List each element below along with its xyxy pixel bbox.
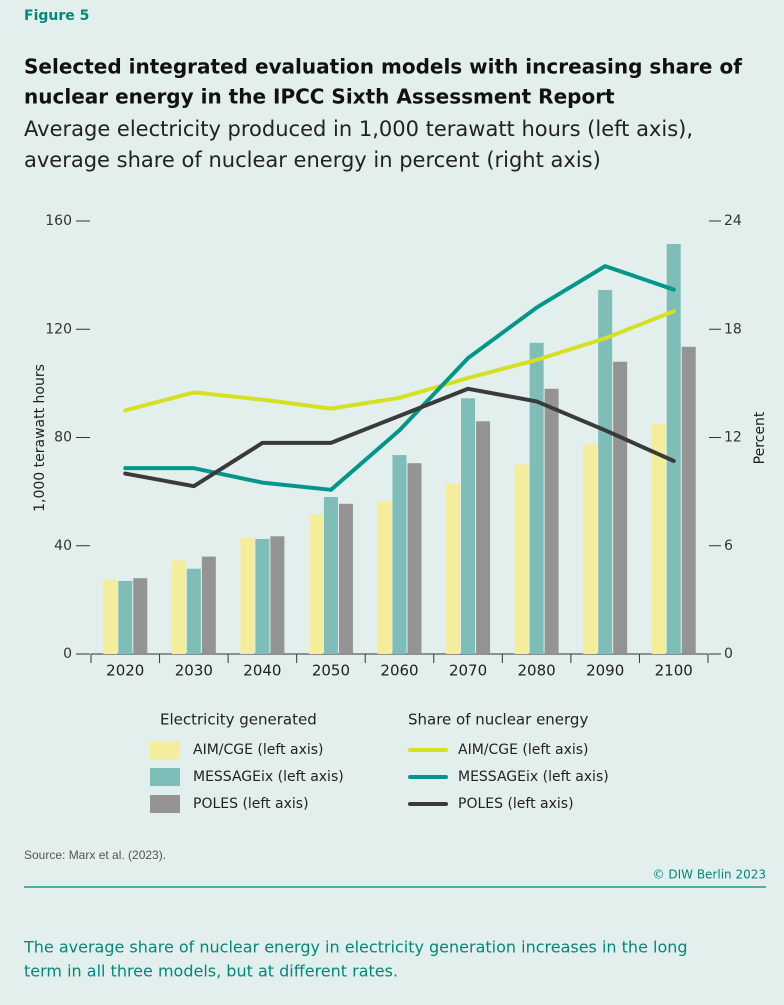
y2-axis-label: Percent	[752, 411, 768, 464]
y-tick-label: 40	[54, 538, 72, 554]
x-tick-label: 2100	[655, 662, 693, 680]
x-tick-label: 2060	[380, 662, 418, 680]
y-tick-label: 80	[54, 430, 72, 446]
bar	[666, 244, 681, 655]
source: Source: Marx et al. (2023).	[24, 848, 166, 862]
chart-subtitle: Average electricity produced in 1,000 te…	[24, 117, 693, 141]
bar	[598, 290, 613, 654]
legend-label: POLES (left axis)	[193, 796, 309, 812]
legend-heading: Share of nuclear energy	[408, 711, 588, 729]
x-tick-label: 2090	[586, 662, 624, 680]
legend-swatch	[150, 795, 180, 813]
bar	[118, 580, 133, 654]
figure-label: Figure 5	[24, 8, 89, 24]
bar	[613, 361, 628, 654]
bar	[514, 464, 529, 654]
x-tick-label: 2040	[243, 662, 281, 680]
bar	[544, 388, 559, 654]
footer-text: The average share of nuclear energy in e…	[23, 938, 688, 957]
x-tick-label: 2050	[312, 662, 350, 680]
legend-label: POLES (left axis)	[458, 796, 574, 812]
bar	[377, 501, 392, 654]
x-tick-label: 2030	[175, 662, 213, 680]
x-tick-label: 2070	[449, 662, 487, 680]
legend-label: MESSAGEix (left axis)	[193, 769, 344, 785]
y-axis-label: 1,000 terawatt hours	[32, 364, 48, 512]
y2-tick-label: 18	[724, 321, 742, 337]
y-tick-label: 160	[45, 213, 72, 229]
legend-label: MESSAGEix (left axis)	[458, 769, 609, 785]
bar	[103, 579, 118, 654]
bar	[461, 398, 476, 654]
bar	[186, 568, 201, 654]
footer-text: term in all three models, but at differe…	[24, 962, 398, 981]
legend-label: AIM/CGE (left axis)	[458, 742, 589, 758]
line	[123, 386, 676, 489]
chart-title: Selected integrated evaluation models wi…	[24, 55, 742, 79]
bar	[240, 537, 255, 654]
bar	[476, 421, 491, 654]
chart-subtitle: average share of nuclear energy in perce…	[24, 148, 601, 172]
legend-swatch	[150, 741, 180, 759]
copyright: © DIW Berlin 2023	[653, 868, 766, 882]
bar	[201, 556, 216, 654]
y2-tick-label: 12	[724, 430, 742, 446]
y2-tick-label: 6	[724, 538, 733, 554]
bar	[651, 423, 666, 654]
legend-swatch	[150, 768, 180, 786]
bar	[270, 536, 285, 654]
x-tick-label: 2020	[106, 662, 144, 680]
bar	[529, 342, 544, 654]
bar	[446, 483, 461, 654]
y2-tick-label: 0	[724, 646, 733, 662]
bar	[407, 463, 422, 654]
bar	[392, 455, 407, 654]
bar	[171, 560, 186, 654]
bar	[255, 538, 270, 654]
y2-tick-label: 24	[724, 213, 742, 229]
x-tick-label: 2080	[518, 662, 556, 680]
bar	[583, 444, 598, 654]
bar	[323, 497, 338, 654]
bar	[308, 514, 323, 654]
bar	[133, 578, 148, 654]
legend-heading: Electricity generated	[160, 711, 317, 729]
y-tick-label: 120	[45, 321, 72, 337]
y-tick-label: 0	[63, 646, 72, 662]
chart-title: nuclear energy in the IPCC Sixth Assessm…	[24, 85, 615, 109]
bar	[681, 346, 696, 654]
bar	[338, 503, 353, 654]
legend-label: AIM/CGE (left axis)	[193, 742, 324, 758]
line	[123, 309, 676, 413]
